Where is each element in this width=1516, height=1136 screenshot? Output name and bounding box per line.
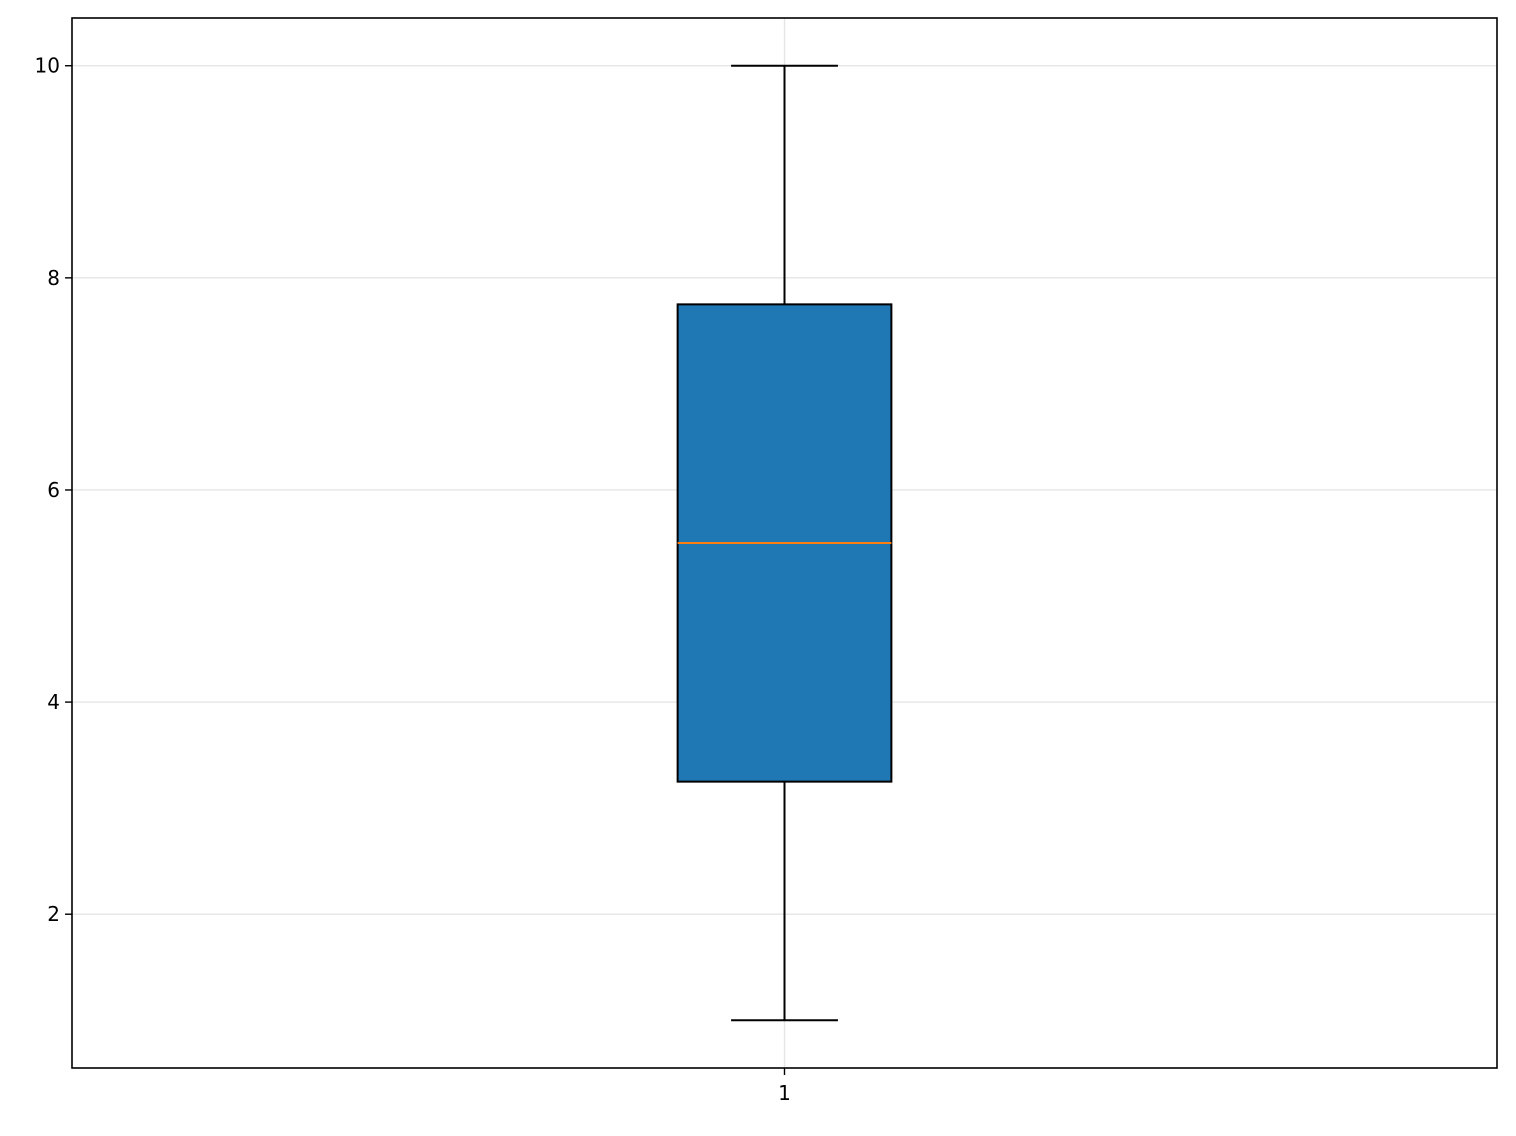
x-tick-label: 1 (778, 1081, 791, 1105)
y-tick-label: 6 (47, 478, 60, 502)
ticks: 2 4 6 8 10 1 (35, 54, 791, 1105)
y-tick-label: 4 (47, 690, 60, 714)
y-tick-label: 8 (47, 266, 60, 290)
box-marks (676, 64, 893, 1022)
y-tick-label: 2 (47, 902, 60, 926)
y-tick-label: 10 (35, 54, 60, 78)
